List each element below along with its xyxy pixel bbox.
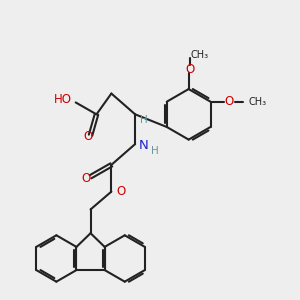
Text: O: O <box>185 63 195 76</box>
Text: CH₃: CH₃ <box>190 50 208 60</box>
Text: O: O <box>117 185 126 198</box>
Text: O: O <box>225 95 234 108</box>
Text: H: H <box>151 146 158 156</box>
Text: O: O <box>82 172 91 185</box>
Text: N: N <box>139 139 148 152</box>
Text: H: H <box>140 115 148 125</box>
Text: HO: HO <box>54 93 72 106</box>
Text: CH₃: CH₃ <box>248 97 266 107</box>
Text: O: O <box>83 130 92 143</box>
